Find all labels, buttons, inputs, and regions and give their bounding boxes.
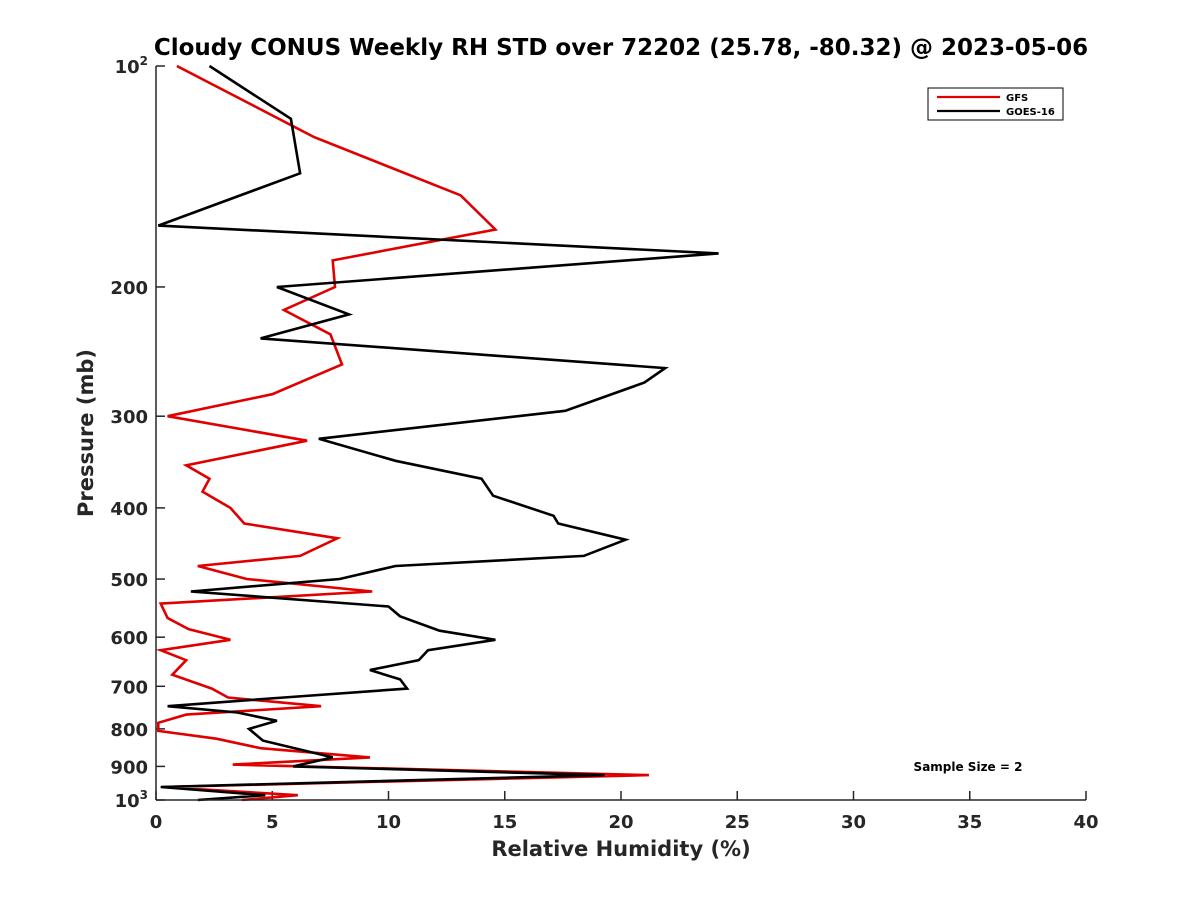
y-tick-label: 400 <box>110 499 148 520</box>
y-tick-label: 500 <box>110 570 148 591</box>
y-tick-label: 102 <box>115 54 148 78</box>
y-axis-label: Pressure (mb) <box>74 349 98 517</box>
y-tick-label: 103 <box>115 788 148 812</box>
x-tick-label: 15 <box>492 812 517 833</box>
x-tick-label: 5 <box>266 812 279 833</box>
legend: GFS GOES-16 <box>927 87 1064 121</box>
y-tick-label: 600 <box>110 628 148 649</box>
series-lines <box>155 64 719 802</box>
legend-box <box>927 87 1064 121</box>
legend-label-gfs: GFS <box>1006 93 1028 104</box>
x-ticks: 0 5 10 15 20 25 30 35 40 <box>150 791 1099 833</box>
x-tick-label: 30 <box>841 812 866 833</box>
series-line-goes16 <box>157 64 719 802</box>
y-ticks: 102 200 300 400 500 600 700 800 900 103 <box>110 54 165 812</box>
x-tick-label: 35 <box>957 812 982 833</box>
x-tick-label: 0 <box>150 812 163 833</box>
x-axis-label: Relative Humidity (%) <box>491 837 750 861</box>
y-tick-label: 900 <box>110 757 148 778</box>
y-tick-label: 700 <box>110 677 148 698</box>
series-line-gfs <box>155 64 649 802</box>
y-tick-label: 200 <box>110 278 148 299</box>
x-tick-label: 20 <box>608 812 633 833</box>
x-tick-label: 25 <box>725 812 750 833</box>
y-tick-label: 800 <box>110 720 148 741</box>
y-tick-label: 300 <box>110 407 148 428</box>
x-tick-label: 40 <box>1073 812 1098 833</box>
chart-title: Cloudy CONUS Weekly RH STD over 72202 (2… <box>154 35 1088 61</box>
x-tick-label: 10 <box>376 812 401 833</box>
sample-size-annotation: Sample Size = 2 <box>914 760 1023 774</box>
legend-label-goes16: GOES-16 <box>1006 107 1055 118</box>
